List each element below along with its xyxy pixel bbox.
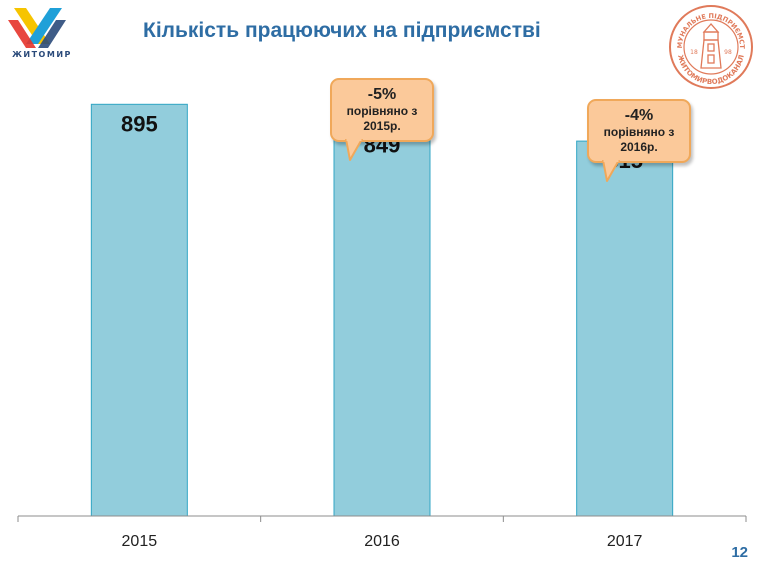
seal-year-left: 18 [690, 49, 698, 56]
callout-2016: -5% порівняно з 2015р. [330, 78, 434, 142]
zhytomyr-logo-text: ЖИТОМИР [12, 50, 72, 59]
callout-2016-tail [345, 139, 363, 161]
callout-2017-line2: 2016р. [620, 140, 658, 154]
zhytomyr-logo-icon [8, 8, 66, 48]
vodokanal-seal-icon: КОМУНАЛЬНЕ ПІДПРИЄМСТВО ЖИТОМИРВОДОКАНАЛ… [668, 4, 753, 89]
callout-2016-line2: 2015р. [363, 119, 401, 133]
callout-2017-percent: -4% [624, 107, 654, 124]
x-tick-label-2017: 2017 [607, 533, 643, 550]
bar-2016 [333, 124, 431, 517]
callout-2016-line1: порівняно з [346, 104, 418, 118]
seal-year-right: 98 [724, 49, 732, 56]
callout-2017-tail [602, 160, 620, 182]
x-tick-label-2015: 2015 [122, 533, 158, 550]
water-tower-icon [700, 23, 722, 69]
x-tick-label-2016: 2016 [364, 533, 400, 550]
callout-2016-percent: -5% [367, 86, 397, 103]
bar-2015 [90, 103, 188, 517]
callout-2017-line1: порівняно з [603, 125, 675, 139]
bar-2017 [576, 140, 674, 517]
data-label-2015: 895 [121, 111, 158, 136]
page-title: Кількість працюючих на підприємстві [143, 19, 541, 42]
callout-2017: -4% порівняно з 2016р. [587, 99, 691, 163]
page-number: 12 [731, 544, 748, 561]
